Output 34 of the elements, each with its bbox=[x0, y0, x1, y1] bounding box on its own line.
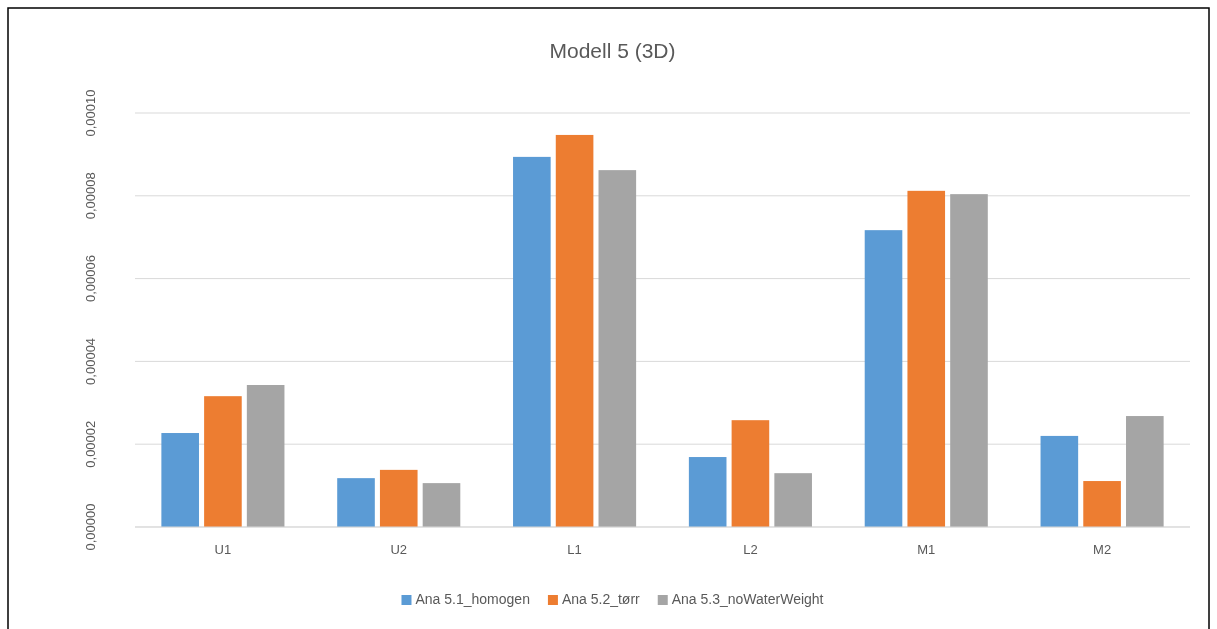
y-tick-label: 0,00004 bbox=[83, 337, 98, 385]
bar bbox=[246, 385, 285, 527]
bar bbox=[1126, 416, 1164, 527]
bar bbox=[1083, 481, 1121, 527]
bar bbox=[555, 134, 594, 527]
y-tick-label: 0,00006 bbox=[83, 255, 98, 303]
y-tick-label: 0,00010 bbox=[83, 89, 98, 137]
bar bbox=[161, 433, 199, 527]
x-tick-label: M1 bbox=[917, 542, 936, 557]
bar bbox=[1040, 435, 1079, 527]
x-tick-label: L2 bbox=[743, 542, 758, 557]
y-tick-label: 0,00000 bbox=[83, 503, 98, 551]
bar bbox=[731, 420, 770, 527]
legend-label: Ana 5.2_tørr bbox=[561, 591, 641, 607]
bar bbox=[950, 194, 988, 527]
bar bbox=[864, 230, 903, 527]
y-tick-label: 0,00002 bbox=[83, 420, 98, 468]
bar bbox=[379, 469, 418, 527]
x-tick-label: U1 bbox=[214, 542, 232, 557]
bar bbox=[688, 457, 727, 527]
x-tick-label: M2 bbox=[1093, 542, 1112, 557]
y-tick-label: 0,00008 bbox=[83, 172, 98, 220]
bar bbox=[204, 396, 242, 527]
legend-label: Ana 5.3_noWaterWeight bbox=[671, 591, 824, 607]
x-tick-label: L1 bbox=[567, 542, 582, 557]
x-tick-label: U2 bbox=[390, 542, 408, 557]
bar bbox=[513, 156, 551, 527]
bar bbox=[907, 190, 946, 527]
bar bbox=[598, 170, 637, 527]
bar bbox=[422, 483, 461, 527]
legend-label: Ana 5.1_homogen bbox=[415, 591, 530, 607]
bar bbox=[337, 478, 375, 527]
chart-title: Modell 5 (3D) bbox=[549, 39, 676, 62]
bar bbox=[774, 473, 812, 527]
